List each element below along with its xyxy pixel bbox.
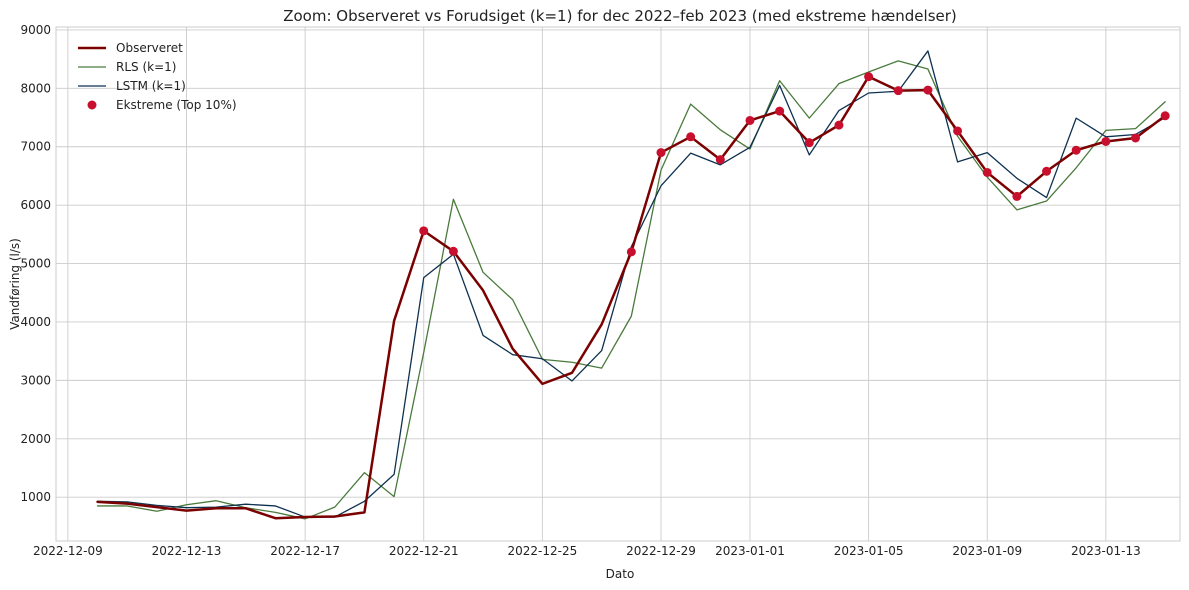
x-tick-label: 2022-12-29 [626,544,696,558]
x-tick-label: 2023-01-01 [715,544,785,558]
series-line-0 [96,75,1167,520]
y-tick-label: 3000 [20,373,51,387]
legend-label: RLS (k=1) [116,60,176,74]
extreme-point [419,226,429,236]
extreme-point [1101,136,1111,146]
y-tick-label: 6000 [20,198,51,212]
extreme-point [1012,191,1022,201]
x-tick-label: 2022-12-25 [507,544,577,558]
y-tick-label: 2000 [20,432,51,446]
extreme-point [953,126,963,136]
legend-label: LSTM (k=1) [116,79,186,93]
extreme-point [448,246,458,256]
extreme-point [1131,133,1141,143]
series-layer [96,50,1167,520]
y-axis-label: Vandføring (l/s) [8,238,22,330]
y-tick-label: 7000 [20,140,51,154]
legend: Observeret RLS (k=1) LSTM (k=1) Ekstreme (T… [78,41,237,112]
x-tick-label: 2023-01-09 [952,544,1022,558]
extreme-point [1042,166,1052,176]
grid-layer [56,27,1180,541]
extreme-point [834,120,844,130]
extreme-points-layer [419,72,1170,257]
extreme-point [656,148,666,158]
y-tick-label: 4000 [20,315,51,329]
extreme-point [893,86,903,96]
extreme-point [626,247,636,257]
x-tick-label: 2022-12-13 [152,544,222,558]
extreme-point [804,138,814,148]
series-line-2 [96,50,1166,518]
legend-label: Observeret [116,41,183,55]
chart-title: Zoom: Observeret vs Forudsiget (k=1) for… [283,7,957,25]
extreme-point [775,106,785,116]
plot-frame [55,26,1181,542]
x-axis-label: Dato [606,567,635,581]
y-tick-label: 8000 [20,81,51,95]
extreme-point [745,115,755,125]
extreme-point [1071,145,1081,155]
extreme-point [686,132,696,142]
extreme-point [1160,111,1170,121]
legend-swatch [87,100,97,110]
legend-label: Ekstreme (Top 10%) [116,98,237,112]
series-line-1 [96,60,1166,520]
x-tick-label: 2023-01-13 [1071,544,1141,558]
y-tick-label: 1000 [20,490,51,504]
extreme-point [923,85,933,95]
x-tick-label: 2023-01-05 [834,544,904,558]
x-tick-label: 2022-12-09 [33,544,103,558]
x-tick-label: 2022-12-17 [270,544,340,558]
extreme-point [715,155,725,165]
extreme-point [864,72,874,82]
y-tick-label: 5000 [20,257,51,271]
y-tick-label: 9000 [20,23,51,37]
x-tick-label: 2022-12-21 [389,544,459,558]
tick-labels-layer: 1000 2000 3000 4000 5000 6000 7000 8000 9000 2022… [20,23,1140,558]
extreme-point [982,167,992,177]
